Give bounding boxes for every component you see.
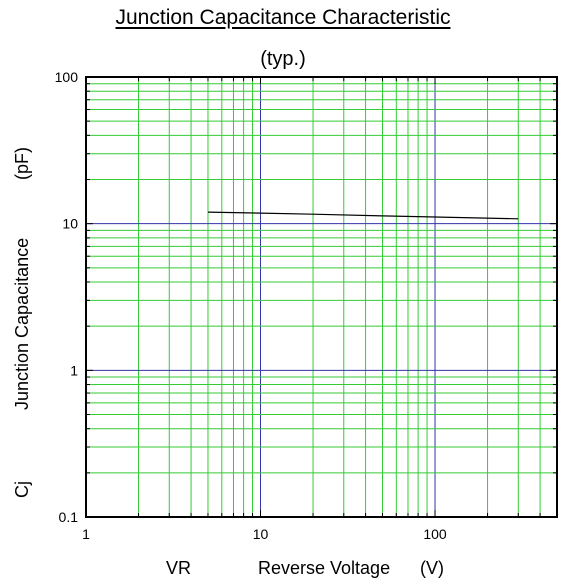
- series-line: [207, 211, 519, 220]
- y-axis-unit: (pF): [12, 147, 32, 180]
- y-axis-label: Junction Capacitance: [12, 237, 32, 410]
- y-tick-label: 1: [70, 362, 78, 378]
- plot-frame: [85, 76, 558, 518]
- x-axis-symbol: VR: [166, 558, 192, 578]
- chart-subtitle: (typ.): [260, 48, 306, 70]
- y-axis-symbol: Cj: [12, 481, 32, 498]
- chart-title: Junction Capacitance Characteristic: [115, 6, 451, 29]
- x-axis-label: Reverse Voltage: [258, 558, 391, 578]
- x-tick-label: 100: [423, 526, 447, 542]
- x-tick-label: 1: [82, 526, 90, 542]
- y-tick-label: 0.1: [59, 509, 79, 525]
- y-tick-label: 100: [55, 69, 79, 85]
- x-axis-unit: (V): [420, 558, 444, 578]
- y-tick-label: 10: [62, 216, 78, 232]
- x-tick-label: 10: [253, 526, 269, 542]
